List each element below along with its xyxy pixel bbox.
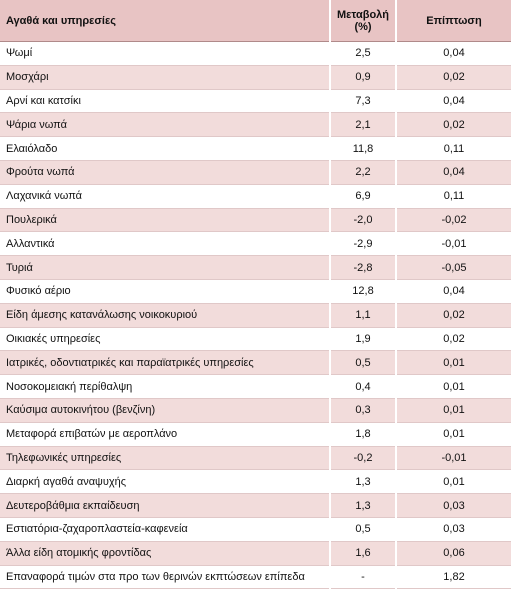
table-row: Λαχανικά νωπά 6,9 0,11 [0, 184, 513, 209]
value-cell: 1,8 [330, 422, 397, 447]
header-cell: Μεταβολή (%) [330, 0, 397, 42]
value-cell: - [330, 565, 397, 589]
table-row: Τυριά -2,8 -0,05 [0, 255, 513, 280]
value-cell: -2,8 [330, 255, 397, 280]
item-cell: Μοσχάρι [0, 65, 331, 90]
table-body: Ψωμί 2,5 0,04 Μοσχάρι 0,9 0,02 Αρνί και κατσίκ… [0, 41, 513, 589]
value-cell: 0,11 [396, 184, 513, 209]
item-cell: Καύσιμα αυτοκινήτου (βενζίνη) [0, 398, 331, 423]
table-row: Φυσικό αέριο 12,8 0,04 [0, 279, 513, 304]
item-cell: Επαναφορά τιμών στα προ των θερινών εκπτ… [0, 565, 331, 589]
item-cell: Φρούτα νωπά [0, 160, 331, 185]
table-row: Ελαιόλαδο 11,8 0,11 [0, 136, 513, 161]
item-cell: Τυριά [0, 255, 331, 280]
table-row: Μεταφορά επιβατών με αεροπλάνο 1,8 0,01 [0, 422, 513, 447]
item-cell: Δευτεροβάθμια εκπαίδευση [0, 493, 331, 518]
table-row: Είδη άμεσης κατανάλωσης νοικοκυριού 1,1 0,… [0, 303, 513, 328]
value-cell: -0,05 [396, 255, 513, 280]
item-cell: Αρνί και κατσίκι [0, 89, 331, 114]
value-cell: 1,3 [330, 493, 397, 518]
value-cell: 1,6 [330, 541, 397, 566]
value-cell: 0,02 [396, 112, 513, 138]
table-row: Ιατρικές, οδοντιατρικές και παραϊατρικές… [0, 350, 513, 376]
value-cell: 0,9 [330, 65, 397, 90]
value-cell: 0,4 [330, 374, 397, 399]
value-cell: 0,01 [396, 374, 513, 399]
item-cell: Διαρκή αγαθά αναψυχής [0, 469, 331, 495]
table-row: Καύσιμα αυτοκινήτου (βενζίνη) 0,3 0,01 [0, 398, 513, 423]
value-cell: 0,06 [396, 541, 513, 566]
table-row: Εστιατόρια-ζαχαροπλαστεία-καφενεία 0,5 0,0… [0, 517, 513, 542]
value-cell: 1,3 [330, 469, 397, 495]
item-cell: Ψωμί [0, 41, 331, 66]
value-cell: 0,04 [396, 89, 513, 114]
value-cell: 1,82 [396, 565, 513, 589]
item-cell: Ιατρικές, οδοντιατρικές και παραϊατρικές… [0, 350, 331, 376]
table-row: Επαναφορά τιμών στα προ των θερινών εκπτ… [0, 565, 513, 589]
header-cell: Αγαθά και υπηρεσίες [0, 0, 331, 42]
value-cell: 0,01 [396, 469, 513, 495]
value-cell: -0,01 [396, 446, 513, 471]
item-cell: Λαχανικά νωπά [0, 184, 331, 209]
value-cell: -0,02 [396, 208, 513, 233]
value-cell: 2,1 [330, 112, 397, 138]
header-cell: Επίπτωση [396, 0, 513, 42]
table-row: Οικιακές υπηρεσίες 1,9 0,02 [0, 327, 513, 352]
item-cell: Φυσικό αέριο [0, 279, 331, 304]
item-cell: Εστιατόρια-ζαχαροπλαστεία-καφενεία [0, 517, 331, 542]
table-row: Πουλερικά -2,0 -0,02 [0, 208, 513, 233]
table-row: Δευτεροβάθμια εκπαίδευση 1,3 0,03 [0, 493, 513, 518]
value-cell: 1,9 [330, 327, 397, 352]
item-cell: Αλλαντικά [0, 231, 331, 257]
value-cell: 12,8 [330, 279, 397, 304]
value-cell: 0,5 [330, 350, 397, 376]
value-cell: 0,04 [396, 41, 513, 66]
item-cell: Είδη άμεσης κατανάλωσης νοικοκυριού [0, 303, 331, 328]
table-row: Τηλεφωνικές υπηρεσίες -0,2 -0,01 [0, 446, 513, 471]
header-row: Αγαθά και υπηρεσίες Μεταβολή (%) Επίπτωση [0, 0, 513, 42]
value-cell: 0,02 [396, 327, 513, 352]
item-cell: Νοσοκομειακή περίθαλψη [0, 374, 331, 399]
table-row: Ψάρια νωπά 2,1 0,02 [0, 112, 513, 138]
item-cell: Τηλεφωνικές υπηρεσίες [0, 446, 331, 471]
table-row: Φρούτα νωπά 2,2 0,04 [0, 160, 513, 185]
item-cell: Οικιακές υπηρεσίες [0, 327, 331, 352]
value-cell: 0,04 [396, 160, 513, 185]
table-row: Αλλαντικά -2,9 -0,01 [0, 231, 513, 257]
table-row: Αρνί και κατσίκι 7,3 0,04 [0, 89, 513, 114]
value-cell: 0,01 [396, 398, 513, 423]
table-row: Άλλα είδη ατομικής φροντίδας 1,6 0,06 [0, 541, 513, 566]
value-cell: -0,2 [330, 446, 397, 471]
value-cell: 6,9 [330, 184, 397, 209]
table-row: Ψωμί 2,5 0,04 [0, 41, 513, 66]
value-cell: 0,01 [396, 422, 513, 447]
value-cell: 0,11 [396, 136, 513, 161]
value-cell: 0,04 [396, 279, 513, 304]
value-cell: -2,9 [330, 231, 397, 257]
item-cell: Πουλερικά [0, 208, 331, 233]
value-cell: -2,0 [330, 208, 397, 233]
value-cell: 0,02 [396, 65, 513, 90]
value-cell: 0,01 [396, 350, 513, 376]
value-cell: -0,01 [396, 231, 513, 257]
value-cell: 11,8 [330, 136, 397, 161]
table-row: Νοσοκομειακή περίθαλψη 0,4 0,01 [0, 374, 513, 399]
value-cell: 0,5 [330, 517, 397, 542]
value-cell: 7,3 [330, 89, 397, 114]
value-cell: 0,03 [396, 493, 513, 518]
table-row: Διαρκή αγαθά αναψυχής 1,3 0,01 [0, 469, 513, 495]
value-cell: 1,1 [330, 303, 397, 328]
item-cell: Άλλα είδη ατομικής φροντίδας [0, 541, 331, 566]
value-cell: 0,3 [330, 398, 397, 423]
item-cell: Μεταφορά επιβατών με αεροπλάνο [0, 422, 331, 447]
item-cell: Ψάρια νωπά [0, 112, 331, 138]
table-row: Μοσχάρι 0,9 0,02 [0, 65, 513, 90]
value-cell: 0,02 [396, 303, 513, 328]
value-cell: 0,03 [396, 517, 513, 542]
item-cell: Ελαιόλαδο [0, 136, 331, 161]
value-cell: 2,5 [330, 41, 397, 66]
value-cell: 2,2 [330, 160, 397, 185]
